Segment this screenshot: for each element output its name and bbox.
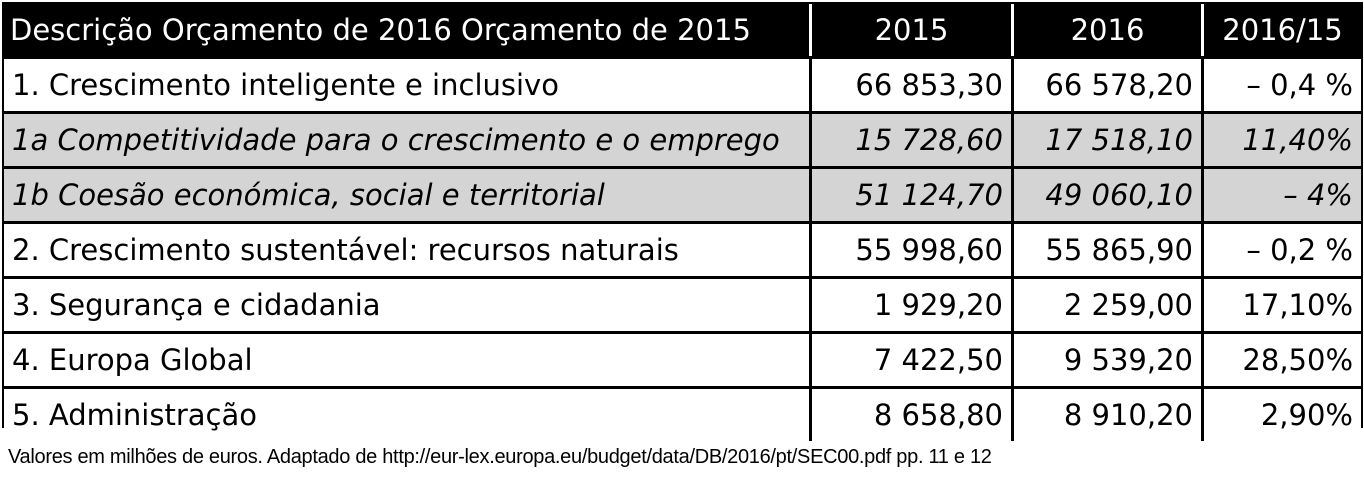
row-value-2016: 17 518,10 — [1014, 111, 1204, 166]
row-change: 2,90% — [1204, 386, 1361, 441]
source-footnote: Valores em milhões de euros. Adaptado de… — [8, 446, 992, 468]
row-value-2016: 49 060,10 — [1014, 166, 1204, 221]
row-value-2015: 1 929,20 — [812, 276, 1014, 331]
row-value-2015: 66 853,30 — [812, 56, 1014, 111]
budget-table-container: Descrição Orçamento de 2016 Orçamento de… — [2, 2, 1363, 441]
row-change: 28,50% — [1204, 331, 1361, 386]
row-value-2015: 51 124,70 — [812, 166, 1014, 221]
row-change: – 0,4 % — [1204, 56, 1361, 111]
row-label: 1a Competitividade para o crescimento e … — [4, 111, 812, 166]
row-value-2016: 2 259,00 — [1014, 276, 1204, 331]
row-value-2016: 9 539,20 — [1014, 331, 1204, 386]
table-row: 1. Crescimento inteligente e inclusivo 6… — [4, 56, 1361, 111]
table-row-subcategory: 1a Competitividade para o crescimento e … — [4, 111, 1361, 166]
row-value-2015: 55 998,60 — [812, 221, 1014, 276]
budget-table: Descrição Orçamento de 2016 Orçamento de… — [4, 4, 1361, 441]
table-row: 5. Administração 8 658,80 8 910,20 2,90% — [4, 386, 1361, 441]
row-value-2015: 7 422,50 — [812, 331, 1014, 386]
header-change: 2016/15 — [1204, 4, 1361, 56]
row-label: 5. Administração — [4, 386, 812, 441]
row-value-2015: 15 728,60 — [812, 111, 1014, 166]
table-row: 2. Crescimento sustentável: recursos nat… — [4, 221, 1361, 276]
table-header-row: Descrição Orçamento de 2016 Orçamento de… — [4, 4, 1361, 56]
table-row: 4. Europa Global 7 422,50 9 539,20 28,50… — [4, 331, 1361, 386]
row-label: 3. Segurança e cidadania — [4, 276, 812, 331]
row-value-2015: 8 658,80 — [812, 386, 1014, 441]
row-change: – 0,2 % — [1204, 221, 1361, 276]
row-change: 11,40% — [1204, 111, 1361, 166]
row-change: – 4% — [1204, 166, 1361, 221]
row-label: 1. Crescimento inteligente e inclusivo — [4, 56, 812, 111]
header-2016: 2016 — [1014, 4, 1204, 56]
row-label: 2. Crescimento sustentável: recursos nat… — [4, 221, 812, 276]
row-label: 1b Coesão económica, social e territoria… — [4, 166, 812, 221]
row-value-2016: 66 578,20 — [1014, 56, 1204, 111]
header-description: Descrição Orçamento de 2016 Orçamento de… — [4, 4, 812, 56]
row-change: 17,10% — [1204, 276, 1361, 331]
header-2015: 2015 — [812, 4, 1014, 56]
row-value-2016: 55 865,90 — [1014, 221, 1204, 276]
table-row-subcategory: 1b Coesão económica, social e territoria… — [4, 166, 1361, 221]
table-row: 3. Segurança e cidadania 1 929,20 2 259,… — [4, 276, 1361, 331]
row-value-2016: 8 910,20 — [1014, 386, 1204, 441]
row-label: 4. Europa Global — [4, 331, 812, 386]
